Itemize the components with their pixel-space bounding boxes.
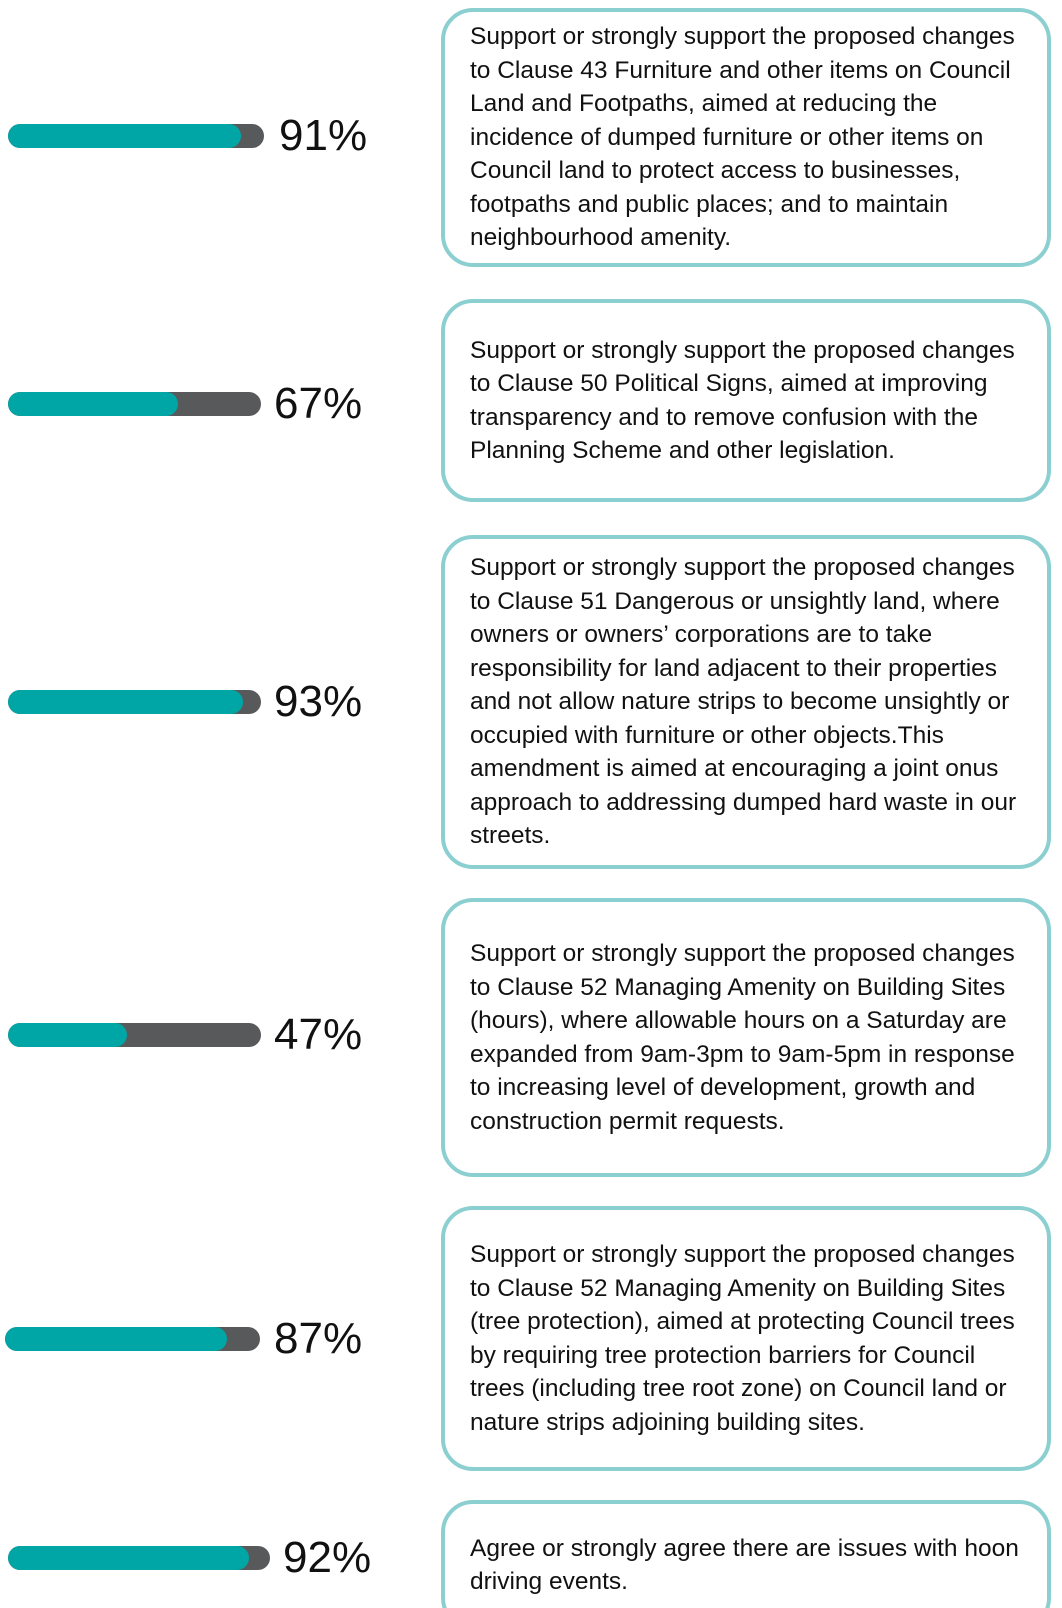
progress-track xyxy=(8,1023,261,1047)
progress-track xyxy=(8,124,264,148)
percent-label: 91% xyxy=(279,111,368,160)
percent-label: 87% xyxy=(274,1314,363,1363)
progress-fill xyxy=(5,1327,227,1351)
progress-fill xyxy=(8,392,178,416)
progress-track xyxy=(8,1546,270,1570)
percent-label: 67% xyxy=(274,379,363,428)
progress-fill xyxy=(8,1023,127,1047)
description-text: Agree or strongly agree there are issues… xyxy=(470,1534,1019,1596)
description-box: Support or strongly support the proposed… xyxy=(441,535,1051,869)
progress-fill xyxy=(8,690,244,714)
description-text: Support or strongly support the proposed… xyxy=(470,1241,1015,1436)
description-text: Support or strongly support the proposed… xyxy=(470,554,1017,850)
progress-fill xyxy=(8,124,241,148)
percent-label: 47% xyxy=(274,1010,363,1059)
description-box: Support or strongly support the proposed… xyxy=(441,299,1051,502)
description-text: Support or strongly support the proposed… xyxy=(470,940,1015,1135)
description-text: Support or strongly support the proposed… xyxy=(470,336,1015,465)
progress-track xyxy=(5,1327,260,1351)
description-box: Support or strongly support the proposed… xyxy=(441,1206,1051,1471)
progress-track xyxy=(8,690,261,714)
description-text: Support or strongly support the proposed… xyxy=(470,23,1015,252)
description-box: Support or strongly support the proposed… xyxy=(441,8,1051,267)
percent-label: 92% xyxy=(283,1533,372,1582)
description-box: Agree or strongly agree there are issues… xyxy=(441,1500,1051,1608)
percent-label: 93% xyxy=(274,677,363,726)
description-box: Support or strongly support the proposed… xyxy=(441,898,1051,1177)
progress-fill xyxy=(8,1546,250,1570)
progress-track xyxy=(8,392,261,416)
